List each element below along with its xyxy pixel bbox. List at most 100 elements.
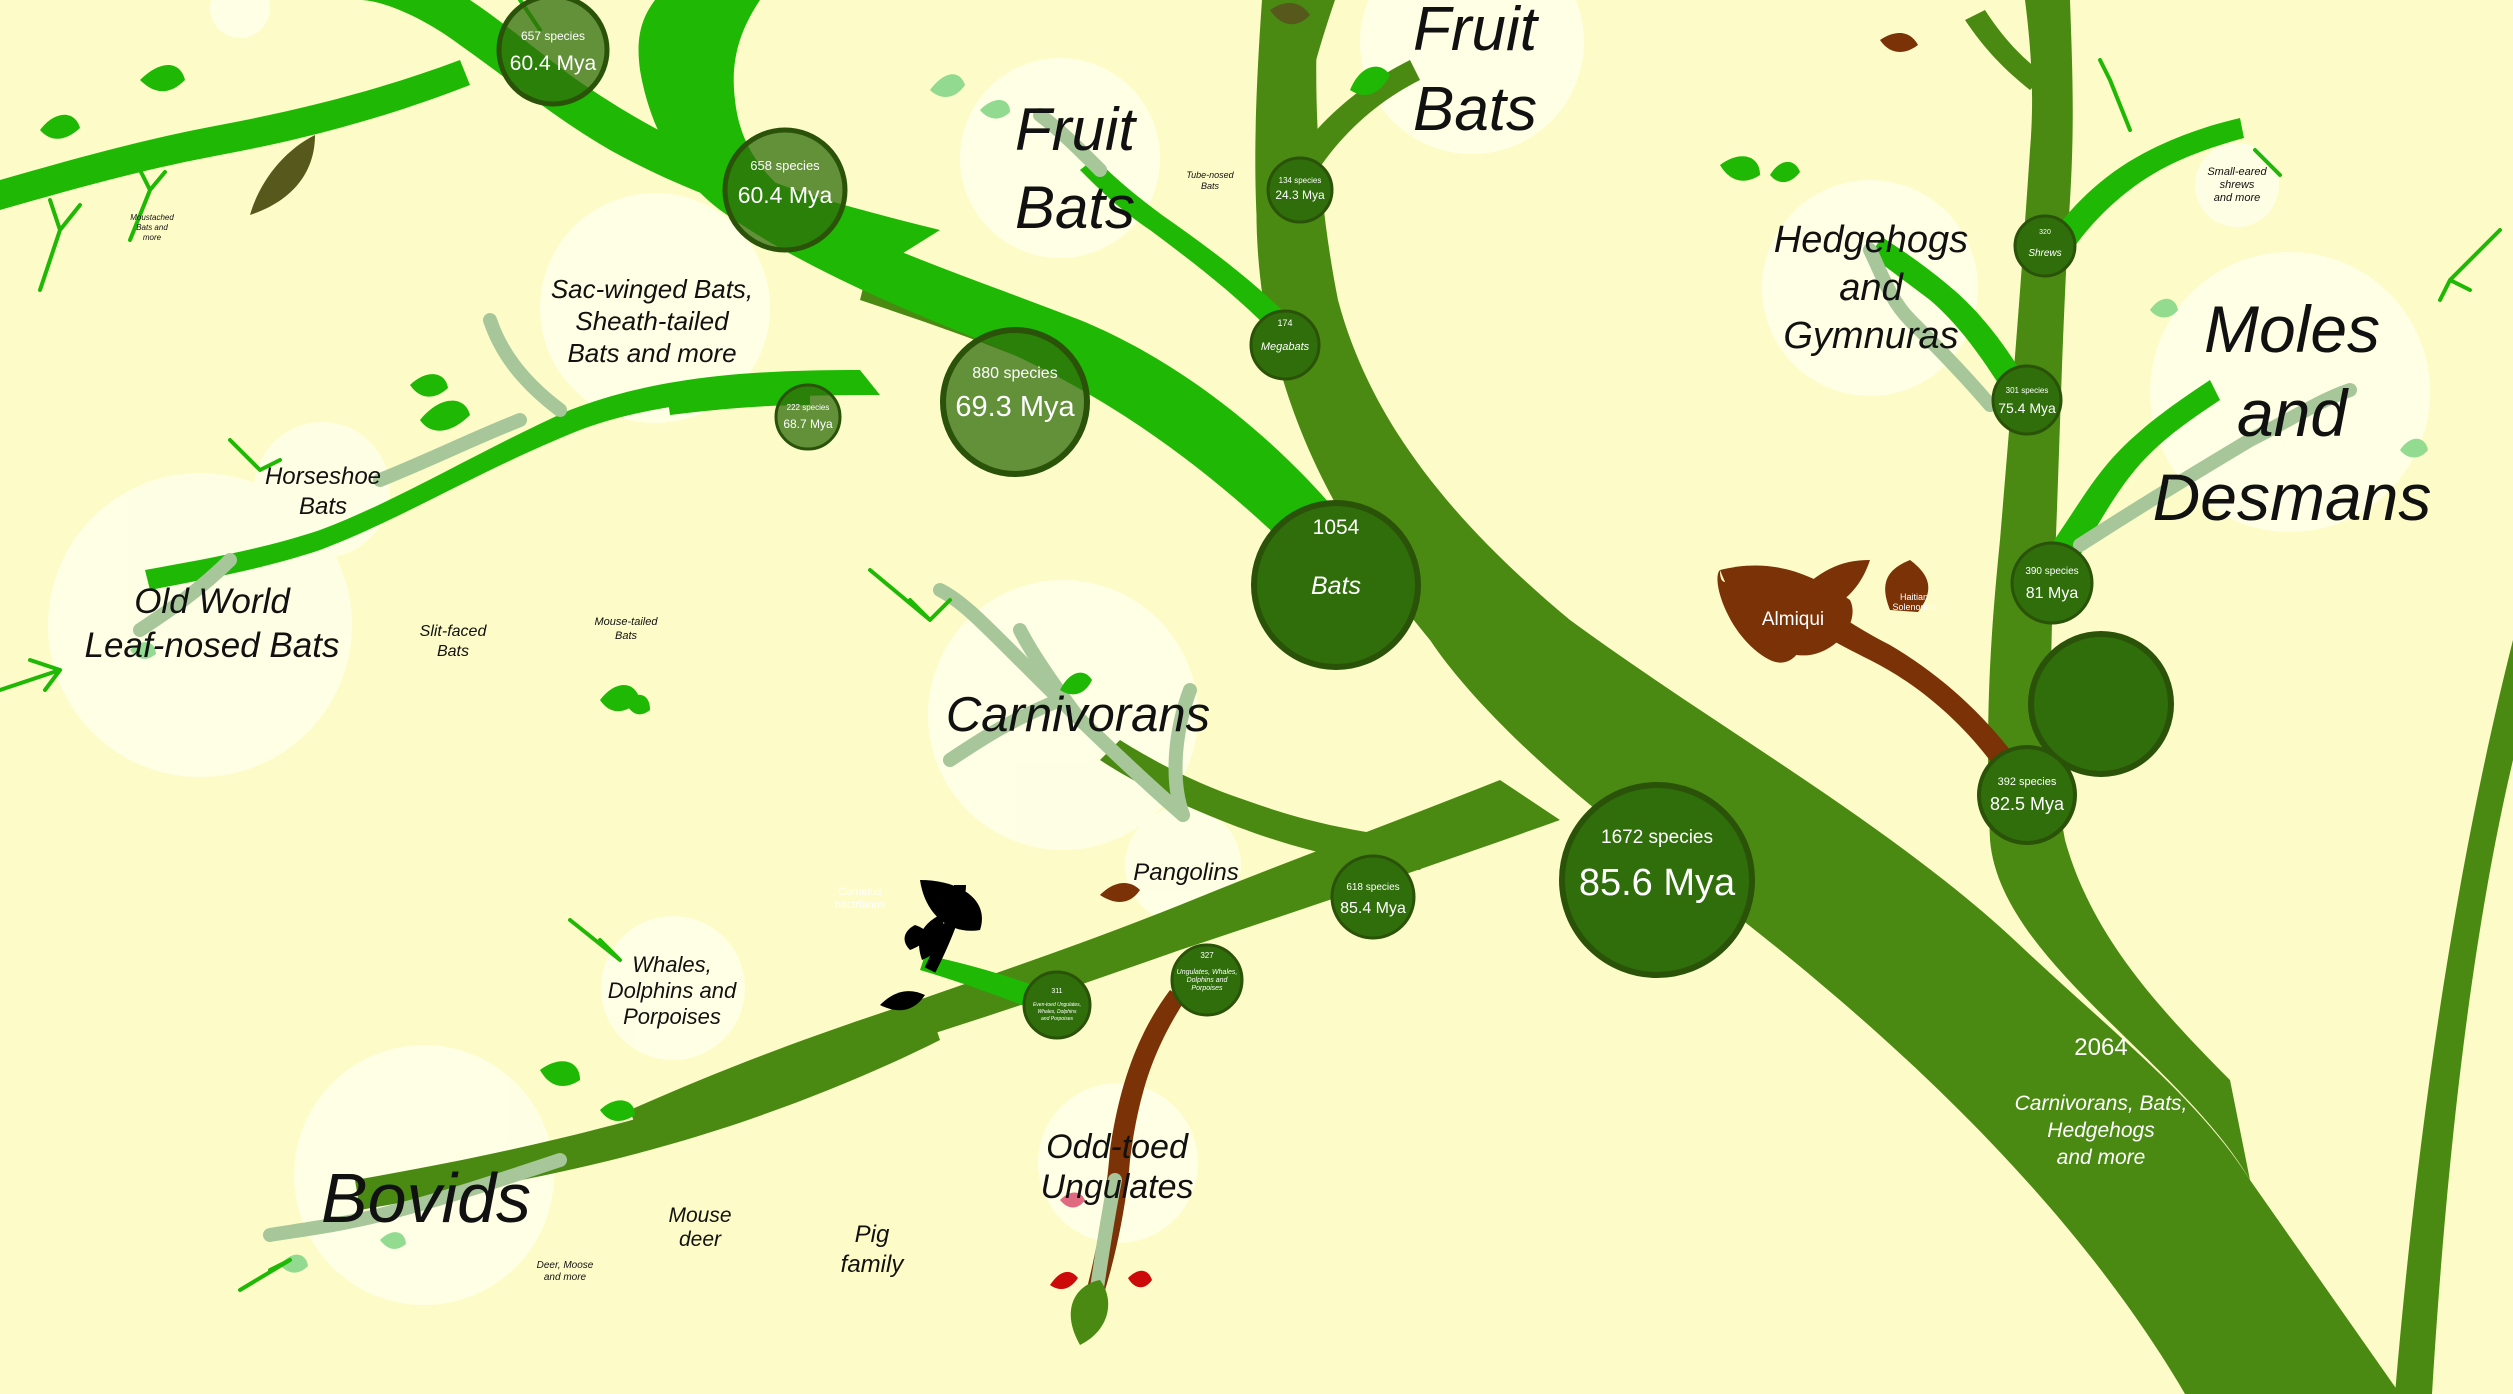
node-shrews-name: Shrews (2028, 248, 2061, 259)
node-megabats[interactable]: 174 Megabats (1249, 309, 1321, 381)
node-880-age: 69.3 Mya (955, 391, 1075, 423)
label-fruit-bats-2-line1[interactable]: Fruit (1413, 0, 1540, 64)
node-392[interactable]: 392 species 82.5 Mya (1977, 745, 2077, 845)
label-small-eared-line3[interactable]: and more (2214, 192, 2260, 204)
node-880[interactable]: 880 species 69.3 Mya (940, 327, 1090, 477)
leaf (1350, 66, 1390, 95)
label-fruit-bats-1-line1[interactable]: Fruit (1015, 96, 1137, 163)
twig (38, 198, 82, 292)
label-fruit-bats-1-line2[interactable]: Bats (1015, 174, 1135, 241)
moles-branch (2040, 380, 2220, 580)
label-slit-faced-line1[interactable]: Slit-faced (420, 623, 488, 640)
node-301[interactable]: 301 species 75.4 Mya (1991, 364, 2063, 436)
node-root-count: 2064 (2074, 1034, 2127, 1061)
label-horseshoe-line2[interactable]: Bats (299, 493, 347, 520)
twig (238, 1258, 292, 1292)
label-moustached-line3[interactable]: more (143, 233, 162, 242)
label-camelus-line2[interactable]: bactrianus (835, 899, 886, 911)
small-eared-disc (2195, 143, 2279, 227)
node-311-name-1: Even-toed Ungulates, (1033, 1002, 1081, 1008)
label-whales-line3[interactable]: Porpoises (623, 1004, 721, 1029)
node-618[interactable]: 618 species 85.4 Mya (1330, 854, 1416, 940)
label-tube-nosed-line2[interactable]: Bats (1201, 181, 1220, 191)
twig (568, 918, 622, 962)
twig (868, 568, 952, 622)
label-small-eared-line2[interactable]: shrews (2220, 179, 2255, 191)
node-shrews[interactable]: 320 Shrews (2013, 214, 2077, 278)
label-pig-family-line1[interactable]: Pig (855, 1221, 890, 1248)
label-almiqui[interactable]: Almiqui (1762, 609, 1824, 630)
label-haitian-line1[interactable]: Haitian (1900, 592, 1928, 602)
twig (2098, 58, 2132, 132)
label-tube-nosed-line1[interactable]: Tube-nosed (1186, 170, 1234, 180)
label-whales-line1[interactable]: Whales, (632, 952, 711, 977)
clade-labels[interactable]: Fruit Bats Fruit Bats Tube-nosed Bats Sa… (85, 0, 2432, 1283)
label-old-world-line2[interactable]: Leaf-nosed Bats (85, 626, 340, 665)
label-pangolins[interactable]: Pangolins (1133, 859, 1238, 886)
leaf (2150, 298, 2178, 318)
node-134[interactable]: 134 species 24.3 Mya (1266, 156, 1334, 224)
node-657-species: 657 species (521, 29, 585, 43)
carnivoran-arm (1100, 740, 1440, 870)
node-327-name-2: Dolphins and (1187, 977, 1229, 984)
node-390[interactable]: 390 species 81 Mya (2010, 541, 2094, 625)
label-pig-family-line2[interactable]: family (841, 1251, 906, 1278)
carnivoran-pale-1 (933, 583, 1190, 822)
label-hedgehogs-line1[interactable]: Hedgehogs (1774, 219, 1968, 261)
node-134-age: 24.3 Mya (1275, 188, 1325, 202)
whales-disc (601, 916, 745, 1060)
label-sac-winged-line2[interactable]: Sheath-tailed (575, 306, 730, 336)
label-carnivorans[interactable]: Carnivorans (946, 688, 1210, 742)
node-880-species: 880 species (972, 365, 1057, 382)
label-mouse-deer-line2[interactable]: deer (679, 1228, 722, 1251)
label-fruit-bats-2-line2[interactable]: Bats (1413, 75, 1537, 144)
label-mouse-tailed-line1[interactable]: Mouse-tailed (595, 616, 659, 628)
sac-winged-disc (540, 193, 770, 423)
leaf (40, 114, 80, 139)
nodes[interactable]: 2064 Carnivorans, Bats, Hedgehogs and mo… (496, 0, 2188, 1169)
label-moustached-line1[interactable]: Moustached (130, 213, 174, 222)
twig (2438, 228, 2502, 302)
node-658[interactable]: 658 species 60.4 Mya (722, 127, 848, 253)
label-hedgehogs-line3[interactable]: Gymnuras (1783, 315, 1958, 357)
label-moustached-line2[interactable]: Bats and (136, 223, 168, 232)
node-327[interactable]: 327 Ungulates, Whales, Dolphins and Porp… (1170, 943, 1244, 1017)
label-deer-moose-line2[interactable]: and more (544, 1272, 587, 1283)
label-mouse-tailed-line2[interactable]: Bats (615, 630, 638, 642)
node-311-name-2: Whales, Dolphins (1038, 1009, 1077, 1015)
node-222[interactable]: 222 species 68.7 Mya (774, 383, 842, 451)
node-root-name-3: and more (2057, 1146, 2146, 1169)
label-haitian-line2[interactable]: Solenodon (1892, 602, 1935, 612)
label-old-world-line1[interactable]: Old World (134, 582, 291, 621)
label-odd-toed-line1[interactable]: Odd-toed (1046, 1128, 1189, 1166)
node-134-species: 134 species (1279, 176, 1322, 185)
sac-pale (483, 313, 567, 417)
label-camelus-line1[interactable]: Camelus (838, 886, 882, 898)
node-bats[interactable]: 1054 Bats (1251, 500, 1421, 670)
node-1672[interactable]: 1672 species 85.6 Mya (1559, 782, 1755, 978)
label-whales-line2[interactable]: Dolphins and (608, 978, 737, 1003)
olive-leaf-1 (250, 135, 315, 215)
node-root[interactable]: 2064 Carnivorans, Bats, Hedgehogs and mo… (2015, 631, 2188, 1169)
label-hedgehogs-line2[interactable]: and (1839, 267, 1904, 309)
label-horseshoe-line1[interactable]: Horseshoe (265, 463, 381, 490)
node-657[interactable]: 657 species 60.4 Mya (496, 0, 610, 107)
leaf (380, 1232, 406, 1249)
node-301-species: 301 species (2006, 386, 2049, 395)
label-bovids[interactable]: Bovids (321, 1159, 531, 1237)
label-sac-winged-line1[interactable]: Sac-winged Bats, (551, 274, 753, 304)
twig (228, 438, 282, 472)
label-slit-faced-line2[interactable]: Bats (437, 643, 469, 660)
label-odd-toed-line2[interactable]: Ungulates (1040, 1168, 1193, 1206)
label-deer-moose-line1[interactable]: Deer, Moose (537, 1260, 594, 1271)
label-moles-line3[interactable]: Desmans (2153, 460, 2432, 534)
label-moles-line1[interactable]: Moles (2204, 292, 2380, 366)
shrew-branch (2048, 118, 2244, 256)
leaves (0, 0, 2502, 1345)
label-sac-winged-line3[interactable]: Bats and more (567, 338, 736, 368)
label-mouse-deer-line1[interactable]: Mouse (668, 1204, 731, 1227)
label-small-eared-line1[interactable]: Small-eared (2207, 166, 2267, 178)
node-311[interactable]: 311 Even-toed Ungulates, Whales, Dolphin… (1022, 970, 1092, 1040)
label-moles-line2[interactable]: and (2237, 376, 2349, 450)
